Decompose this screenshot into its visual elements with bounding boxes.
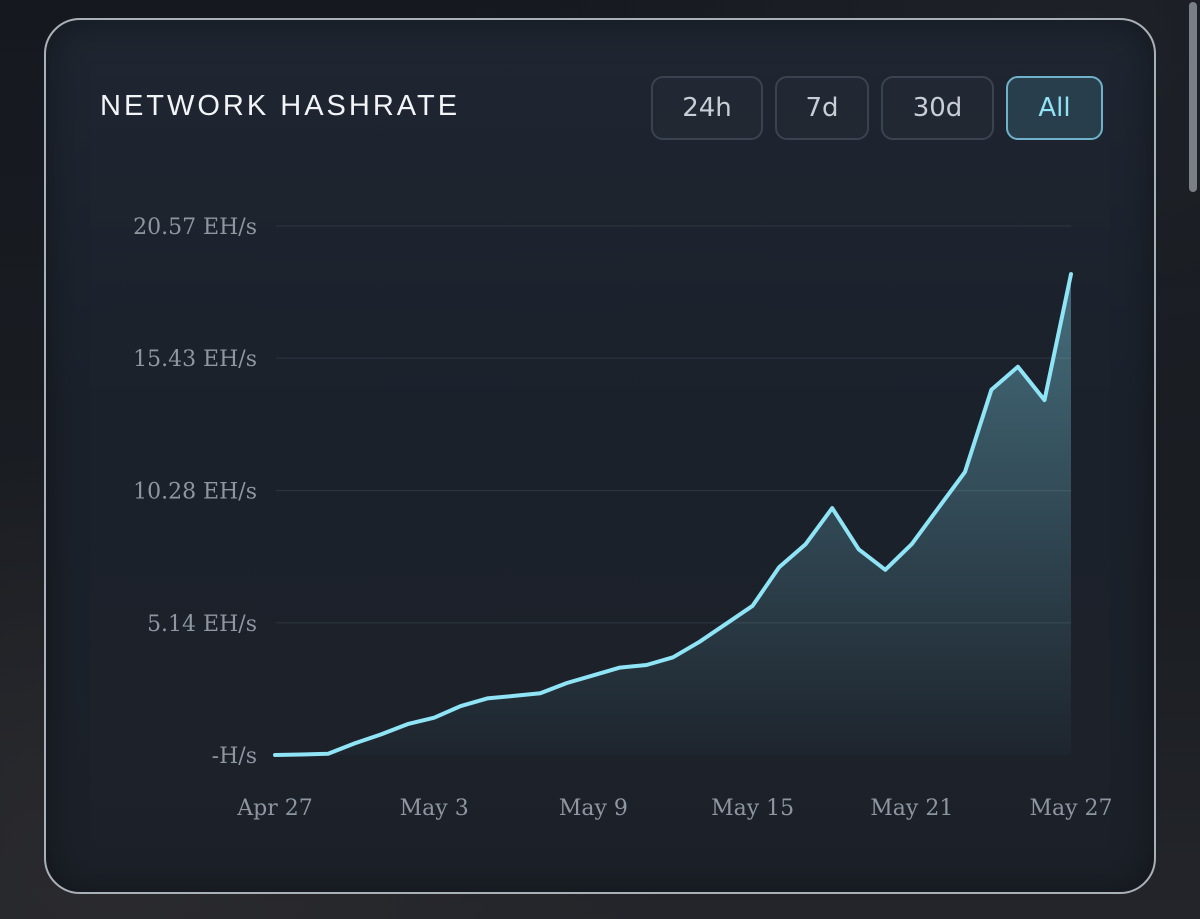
y-tick-label: 5.14 EH/s <box>147 612 257 637</box>
y-tick-label: 15.43 EH/s <box>133 347 257 372</box>
scrollbar-thumb[interactable] <box>1189 2 1197 192</box>
y-tick-label: 20.57 EH/s <box>133 215 257 240</box>
y-tick-label: -H/s <box>212 744 257 769</box>
x-tick-label: May 27 <box>1029 796 1112 821</box>
hashrate-chart: -H/s 5.14 EH/s 10.28 EH/s 15.43 EH/s 20.57 E… <box>133 215 1112 821</box>
x-axis-ticks: Apr 27 May 3 May 9 May 15 May 21 May 27 <box>236 796 1112 821</box>
range-button-30d[interactable]: 30d <box>881 76 994 140</box>
card-title: NETWORK HASHRATE <box>100 90 461 122</box>
y-tick-label: 10.28 EH/s <box>133 480 257 505</box>
range-button-24h[interactable]: 24h <box>651 76 763 140</box>
hashrate-card: NETWORK HASHRATE 24h 7d 30d All -H/s 5.14… <box>44 18 1156 894</box>
y-axis-ticks: -H/s 5.14 EH/s 10.28 EH/s 15.43 EH/s 20.57 E… <box>133 215 257 769</box>
range-button-all[interactable]: All <box>1006 76 1103 140</box>
x-tick-label: May 9 <box>559 796 628 821</box>
hashrate-line <box>273 272 1073 757</box>
x-tick-label: May 15 <box>711 796 794 821</box>
range-button-7d[interactable]: 7d <box>775 76 869 140</box>
x-tick-label: May 3 <box>400 796 469 821</box>
hashrate-area <box>275 274 1071 755</box>
x-tick-label: Apr 27 <box>236 796 312 821</box>
x-tick-label: May 21 <box>870 796 953 821</box>
